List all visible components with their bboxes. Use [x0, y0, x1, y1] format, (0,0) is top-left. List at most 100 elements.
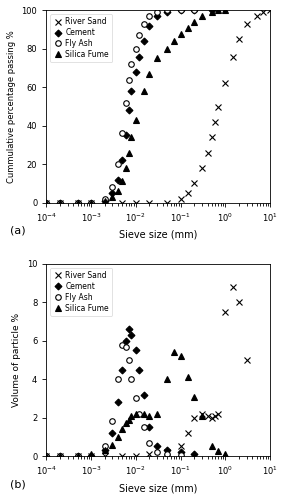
River Sand	[200, 411, 204, 417]
Silica Fume	[172, 38, 175, 44]
Cement	[89, 200, 93, 205]
Silica Fume	[103, 198, 106, 203]
Line: Silica Fume: Silica Fume	[44, 8, 228, 205]
X-axis label: Sieve size (mm): Sieve size (mm)	[119, 483, 198, 493]
Cement	[111, 430, 114, 436]
River Sand	[237, 300, 241, 306]
River Sand	[214, 119, 217, 125]
River Sand	[103, 453, 106, 459]
Fly Ash	[76, 200, 79, 205]
Fly Ash	[58, 453, 62, 459]
Silica Fume	[130, 412, 133, 418]
River Sand	[76, 453, 79, 459]
Cement	[138, 54, 141, 60]
Silica Fume	[142, 411, 145, 417]
River Sand	[148, 200, 151, 205]
Silica Fume	[58, 200, 62, 205]
Cement	[155, 13, 159, 19]
Silica Fume	[124, 165, 128, 171]
Fly Ash	[127, 76, 131, 82]
Fly Ash	[111, 418, 114, 424]
Fly Ash	[134, 46, 138, 52]
Cement	[76, 200, 79, 205]
Silica Fume	[192, 394, 196, 400]
Cement	[138, 366, 141, 372]
Fly Ash	[76, 453, 79, 459]
Fly Ash	[148, 13, 151, 19]
Cement	[44, 200, 48, 205]
River Sand	[210, 134, 213, 140]
Cement	[142, 392, 145, 398]
Fly Ash	[44, 200, 48, 205]
Silica Fume	[89, 451, 93, 457]
Cement	[192, 8, 196, 14]
Fly Ash	[179, 8, 182, 14]
Line: Silica Fume: Silica Fume	[44, 350, 228, 459]
Silica Fume	[111, 194, 114, 200]
Silica Fume	[124, 420, 128, 426]
Silica Fume	[187, 24, 190, 30]
Silica Fume	[44, 453, 48, 459]
Silica Fume	[148, 412, 151, 418]
Fly Ash	[116, 161, 120, 167]
Y-axis label: Cummulative percentage passing %: Cummulative percentage passing %	[7, 30, 16, 183]
Cement	[134, 348, 138, 354]
Cement	[116, 176, 120, 182]
River Sand	[206, 412, 209, 418]
Fly Ash	[148, 440, 151, 446]
Fly Ash	[142, 424, 145, 430]
River Sand	[245, 357, 249, 363]
River Sand	[210, 414, 213, 420]
Cement	[134, 69, 138, 75]
Text: (a): (a)	[11, 226, 26, 235]
Silica Fume	[76, 200, 79, 205]
Silica Fume	[210, 10, 213, 16]
Cement	[148, 23, 151, 29]
Line: Fly Ash: Fly Ash	[44, 8, 197, 205]
River Sand	[58, 200, 62, 205]
Fly Ash	[44, 453, 48, 459]
River Sand	[165, 200, 169, 205]
Cement	[155, 444, 159, 450]
Text: (b): (b)	[11, 479, 26, 489]
Silica Fume	[187, 374, 190, 380]
River Sand	[179, 196, 182, 202]
River Sand	[76, 200, 79, 205]
River Sand	[187, 430, 190, 436]
Silica Fume	[210, 444, 213, 450]
Fly Ash	[116, 376, 120, 382]
River Sand	[103, 200, 106, 205]
River Sand	[179, 444, 182, 450]
Cement	[130, 332, 133, 338]
Cement	[148, 424, 151, 430]
Silica Fume	[224, 8, 227, 14]
Silica Fume	[148, 71, 151, 77]
Cement	[127, 108, 131, 114]
Cement	[192, 451, 196, 457]
Fly Ash	[192, 8, 196, 14]
Fly Ash	[89, 200, 93, 205]
Silica Fume	[76, 453, 79, 459]
Cement	[165, 448, 169, 454]
Fly Ash	[155, 10, 159, 16]
River Sand	[134, 200, 138, 205]
River Sand	[200, 165, 204, 171]
Silica Fume	[134, 117, 138, 123]
Fly Ash	[111, 184, 114, 190]
Cement	[210, 8, 213, 14]
Silica Fume	[121, 426, 124, 432]
Y-axis label: Volume of particle %: Volume of particle %	[12, 313, 21, 407]
Cement	[103, 198, 106, 203]
Line: Fly Ash: Fly Ash	[44, 342, 183, 459]
Line: River Sand: River Sand	[44, 284, 249, 459]
Silica Fume	[200, 412, 204, 418]
Cement	[111, 190, 114, 196]
Cement	[121, 366, 124, 372]
Cement	[165, 10, 169, 16]
Line: Cement: Cement	[44, 8, 214, 205]
River Sand	[245, 21, 249, 27]
Silica Fume	[192, 19, 196, 25]
Silica Fume	[111, 442, 114, 448]
River Sand	[192, 414, 196, 420]
Silica Fume	[121, 178, 124, 184]
